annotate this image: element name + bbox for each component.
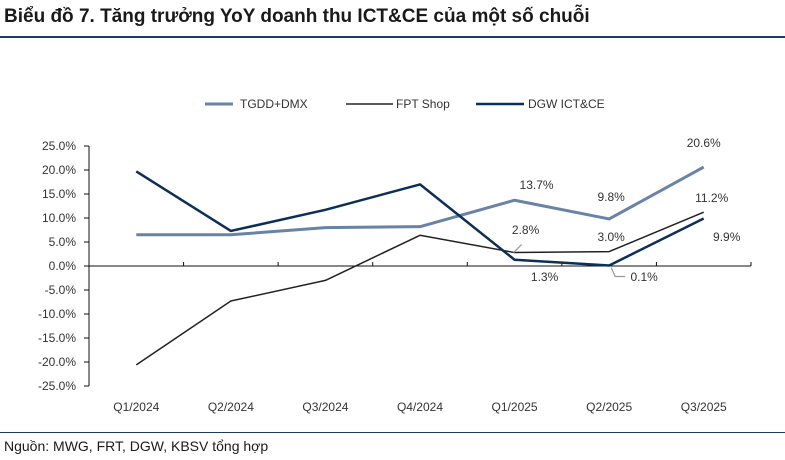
leader-line bbox=[513, 244, 522, 253]
y-tick-label: 25.0% bbox=[42, 139, 76, 153]
data-label: 9.9% bbox=[713, 230, 741, 244]
data-label: 1.3% bbox=[531, 270, 559, 284]
legend-label: DGW ICT&CE bbox=[528, 97, 605, 111]
line-chart: -25.0% -20.0% -15.0% -10.0% -5.0% 0.0% 5.0% 10.… bbox=[38, 97, 752, 414]
data-label: 20.6% bbox=[687, 136, 721, 150]
y-tick-label: 10.0% bbox=[42, 211, 76, 225]
x-tick-label: Q3/2024 bbox=[302, 400, 348, 414]
y-tick-label: 20.0% bbox=[42, 163, 76, 177]
data-label: 3.0% bbox=[597, 230, 625, 244]
x-tick-label: Q1/2025 bbox=[492, 400, 538, 414]
x-tick-label: Q2/2024 bbox=[208, 400, 254, 414]
legend-label: TGDD+DMX bbox=[240, 97, 308, 111]
series-line-dgw-ict-ce bbox=[135, 170, 705, 267]
data-label: 9.8% bbox=[597, 190, 625, 204]
chart-title: Biểu đồ 7. Tăng trưởng YoY doanh thu ICT… bbox=[4, 6, 590, 27]
series-line-tgdd-dmx bbox=[136, 165, 705, 237]
leader-line bbox=[610, 267, 626, 278]
y-tick-label: -20.0% bbox=[38, 355, 76, 369]
x-tick-label: Q3/2025 bbox=[681, 400, 727, 414]
data-label: 13.7% bbox=[520, 178, 554, 192]
y-tick-label: 0.0% bbox=[49, 259, 77, 273]
source-note: Nguồn: MWG, FRT, DGW, KBSV tổng hợp bbox=[4, 438, 269, 454]
y-tick-label: -25.0% bbox=[38, 379, 76, 393]
y-tick-label: -10.0% bbox=[38, 307, 76, 321]
y-tick-label: 5.0% bbox=[49, 235, 77, 249]
x-tick-label: Q2/2025 bbox=[586, 400, 632, 414]
x-tick-label: Q1/2024 bbox=[113, 400, 159, 414]
data-label: 2.8% bbox=[512, 223, 540, 237]
y-tick-label: -15.0% bbox=[38, 331, 76, 345]
data-label: 11.2% bbox=[695, 191, 728, 205]
source-rule bbox=[0, 432, 785, 433]
y-tick-label: -5.0% bbox=[45, 283, 77, 297]
title-rule bbox=[0, 36, 785, 38]
x-tick-label: Q4/2024 bbox=[397, 400, 443, 414]
y-tick-label: 15.0% bbox=[42, 187, 76, 201]
legend-label: FPT Shop bbox=[396, 97, 450, 111]
data-label: 0.1% bbox=[630, 270, 658, 284]
series-line-fpt-shop bbox=[135, 211, 705, 366]
